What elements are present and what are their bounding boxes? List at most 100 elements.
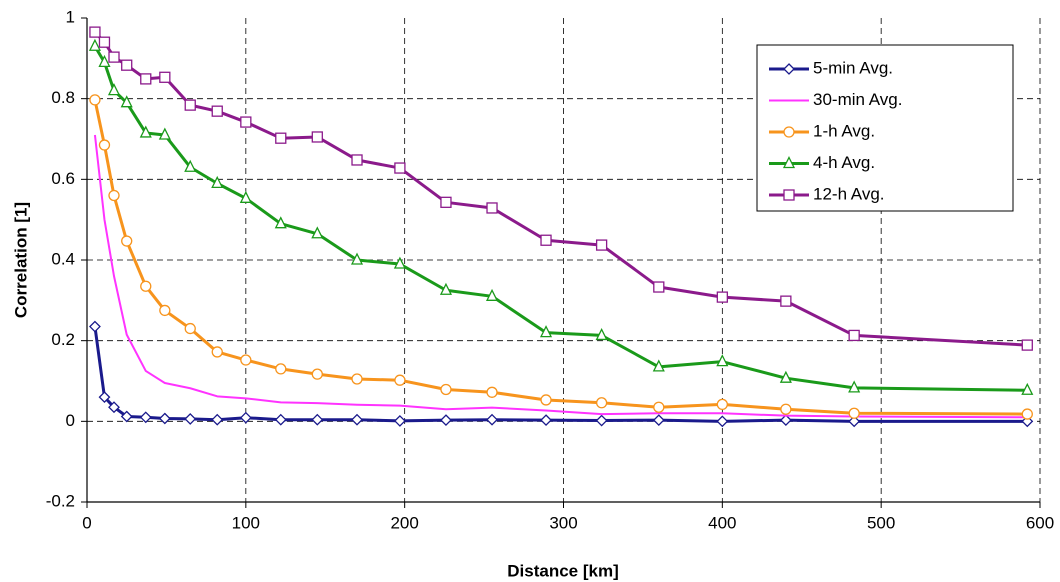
- marker: [98, 36, 111, 48]
- marker: [783, 126, 795, 138]
- marker: [275, 363, 287, 375]
- y-tick-label: 0: [66, 411, 75, 430]
- marker: [440, 414, 452, 427]
- marker: [139, 125, 152, 138]
- marker: [158, 412, 171, 425]
- marker: [716, 415, 729, 428]
- marker: [211, 105, 223, 117]
- marker: [653, 281, 665, 293]
- marker: [848, 329, 860, 342]
- marker: [716, 354, 729, 367]
- marker: [121, 235, 133, 247]
- marker: [350, 252, 364, 265]
- marker: [540, 414, 552, 427]
- marker: [121, 59, 133, 71]
- marker: [779, 370, 792, 383]
- marker: [108, 51, 120, 63]
- marker: [89, 320, 101, 333]
- marker: [184, 412, 197, 425]
- marker: [211, 346, 223, 358]
- marker: [311, 131, 323, 143]
- y-tick-label: 0.4: [51, 249, 75, 268]
- x-tick-label: 600: [1026, 513, 1054, 532]
- marker: [351, 154, 363, 166]
- y-tick-label: 0.8: [51, 88, 75, 107]
- y-tick-label: 0.2: [51, 330, 75, 349]
- marker: [716, 291, 728, 303]
- marker: [394, 374, 406, 386]
- marker: [108, 401, 120, 414]
- marker: [393, 256, 406, 269]
- x-tick-label: 100: [232, 513, 260, 532]
- legend: 5-min Avg. 30-min Avg. 1-h Avg. 4-h Avg. 12-…: [756, 44, 1014, 212]
- marker: [98, 391, 111, 404]
- marker: [780, 403, 792, 415]
- series-line: [93, 31, 1028, 347]
- marker: [140, 73, 152, 85]
- marker: [653, 401, 665, 413]
- marker: [311, 368, 323, 380]
- x-tick-label: 0: [82, 513, 91, 532]
- marker: [848, 415, 861, 428]
- marker: [393, 415, 406, 427]
- marker: [439, 282, 453, 295]
- marker: [716, 398, 728, 411]
- marker: [184, 322, 196, 335]
- marker: [440, 196, 452, 208]
- legend-label: 5-min Avg.: [813, 58, 893, 77]
- x-tick-label: 400: [708, 513, 736, 532]
- marker: [540, 234, 552, 246]
- marker: [239, 190, 252, 203]
- marker: [351, 373, 363, 385]
- marker: [595, 239, 608, 251]
- marker: [486, 202, 498, 214]
- marker: [184, 99, 196, 111]
- marker: [848, 380, 861, 393]
- legend-label: 1-h Avg.: [813, 121, 875, 140]
- marker: [159, 71, 171, 83]
- marker: [652, 414, 665, 427]
- marker: [848, 407, 860, 419]
- marker: [275, 132, 287, 144]
- marker: [108, 189, 120, 202]
- marker: [1021, 339, 1033, 351]
- marker: [89, 26, 101, 38]
- marker: [351, 413, 363, 426]
- marker: [780, 295, 792, 307]
- y-tick-label: 0.6: [51, 169, 75, 188]
- marker: [440, 383, 452, 396]
- marker: [211, 413, 224, 426]
- marker: [239, 411, 252, 424]
- marker: [540, 394, 552, 406]
- marker: [107, 83, 121, 96]
- legend-box: [756, 44, 1014, 212]
- marker: [274, 413, 287, 426]
- marker: [783, 63, 795, 75]
- y-axis-label: Correlation [1]: [11, 202, 30, 318]
- marker: [394, 162, 406, 174]
- marker: [159, 304, 171, 317]
- series-line: [93, 45, 1028, 392]
- marker: [98, 54, 111, 68]
- marker: [1021, 408, 1033, 420]
- marker: [98, 139, 111, 151]
- marker: [1021, 382, 1034, 395]
- y-tick-label: -0.2: [46, 491, 75, 510]
- marker: [782, 156, 796, 169]
- marker: [595, 414, 608, 427]
- marker: [539, 325, 553, 338]
- marker: [652, 359, 665, 372]
- marker: [274, 216, 287, 229]
- marker: [311, 226, 324, 239]
- marker: [120, 410, 133, 423]
- marker: [485, 288, 499, 301]
- marker: [240, 354, 252, 366]
- legend-label: 30-min Avg.: [813, 90, 902, 109]
- x-axis-label: Distance [km]: [507, 561, 618, 580]
- marker: [311, 413, 324, 426]
- y-tick-label: 1: [66, 7, 75, 26]
- marker: [88, 38, 101, 51]
- marker: [779, 414, 792, 427]
- series-line: [93, 134, 1028, 419]
